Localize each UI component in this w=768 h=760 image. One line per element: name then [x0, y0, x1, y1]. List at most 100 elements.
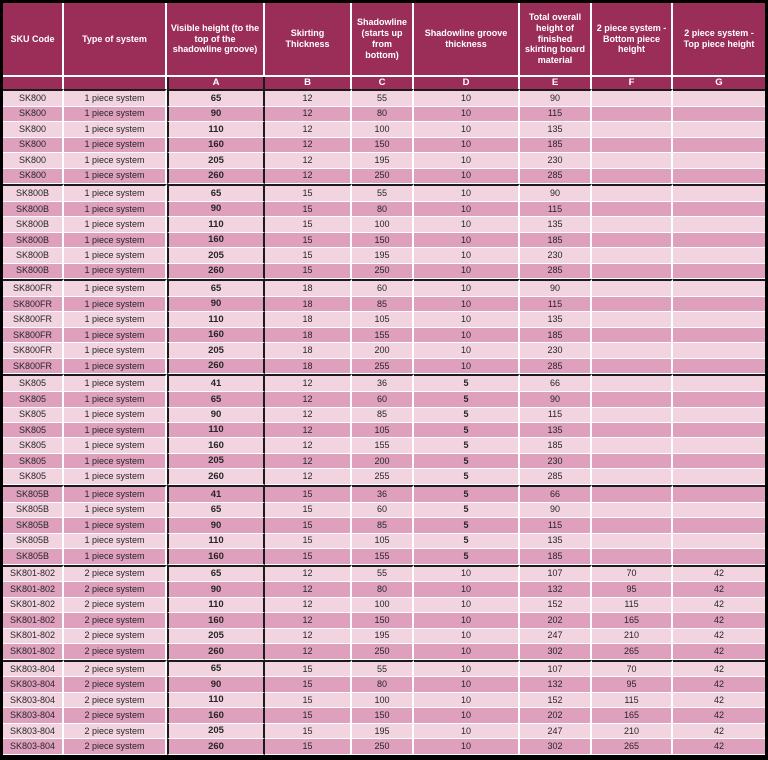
- cell: [673, 407, 765, 423]
- cell: 1 piece system: [64, 438, 167, 454]
- cell: [673, 374, 765, 393]
- cell: 12: [265, 89, 352, 107]
- cell: 202: [520, 708, 592, 724]
- cell: 115: [520, 407, 592, 423]
- cell: 2 piece system: [64, 692, 167, 709]
- cell: 10: [414, 106, 520, 123]
- cell: [592, 438, 673, 454]
- column-header-visible-height: Visible height (to the top of the shadow…: [167, 3, 265, 77]
- cell: 205: [167, 153, 265, 169]
- cell: [592, 502, 673, 519]
- cell: 135: [520, 122, 592, 138]
- cell: 160: [167, 613, 265, 629]
- cell: SK805: [3, 392, 64, 408]
- cell: SK805B: [3, 484, 64, 503]
- cell: 205: [167, 453, 265, 470]
- cell: 15: [265, 248, 352, 264]
- cell: 55: [352, 659, 414, 678]
- cell: 85: [352, 518, 414, 534]
- cell: 12: [265, 137, 352, 154]
- cell: 1 piece system: [64, 153, 167, 169]
- cell: SK805: [3, 407, 64, 423]
- cell: 70: [592, 659, 673, 678]
- cell: 10: [414, 343, 520, 359]
- table-frame: SKU Code Type of system Visible height (…: [3, 3, 765, 755]
- cell: 12: [265, 613, 352, 629]
- cell: 12: [265, 122, 352, 138]
- cell: 185: [520, 438, 592, 454]
- cell: 15: [265, 232, 352, 249]
- cell: [673, 296, 765, 313]
- cell: 1 piece system: [64, 168, 167, 185]
- cell: 5: [414, 502, 520, 519]
- cell: 115: [520, 296, 592, 313]
- cell: 185: [520, 327, 592, 344]
- cell: 1 piece system: [64, 122, 167, 138]
- column-letter-f: F: [592, 77, 673, 89]
- cell: 195: [352, 153, 414, 169]
- cell: 285: [520, 263, 592, 280]
- cell: 12: [265, 422, 352, 439]
- cell: 1 piece system: [64, 484, 167, 503]
- cell: 260: [167, 469, 265, 485]
- cell: [592, 122, 673, 138]
- cell: SK800FR: [3, 312, 64, 328]
- cell: 210: [592, 723, 673, 740]
- cell: 12: [265, 106, 352, 123]
- cell: 250: [352, 739, 414, 755]
- table-row: SK803-804 2 piece system 205 15 195 10 247 210 4…: [3, 723, 765, 740]
- cell: 1 piece system: [64, 201, 167, 218]
- cell: 10: [414, 122, 520, 138]
- cell: [673, 279, 765, 297]
- cell: 1 piece system: [64, 407, 167, 423]
- cell: 90: [167, 296, 265, 313]
- cell: SK800FR: [3, 279, 64, 297]
- cell: 135: [520, 312, 592, 328]
- cell: SK803-804: [3, 677, 64, 693]
- cell: SK800: [3, 153, 64, 169]
- cell: SK800: [3, 106, 64, 123]
- cell: SK805B: [3, 518, 64, 534]
- cell: 90: [167, 106, 265, 123]
- cell: SK800: [3, 89, 64, 107]
- column-letter-blank: [3, 77, 64, 89]
- cell: 65: [167, 564, 265, 583]
- cell: [592, 232, 673, 249]
- cell: 205: [167, 628, 265, 645]
- cell: SK800: [3, 122, 64, 138]
- cell: 160: [167, 708, 265, 724]
- cell: SK805B: [3, 549, 64, 565]
- cell: 110: [167, 533, 265, 550]
- cell: [673, 392, 765, 408]
- cell: [592, 106, 673, 123]
- table-row: SK805B 1 piece system 110 15 105 5 135: [3, 533, 765, 550]
- table-row: SK805 1 piece system 110 12 105 5 135: [3, 422, 765, 439]
- cell: [592, 518, 673, 534]
- cell: 15: [265, 484, 352, 503]
- cell: 12: [265, 153, 352, 169]
- cell: 265: [592, 739, 673, 755]
- cell: 230: [520, 248, 592, 264]
- cell: 90: [520, 392, 592, 408]
- cell: [673, 184, 765, 202]
- table-row: SK800 1 piece system 160 12 150 10 185: [3, 137, 765, 154]
- header-row: SKU Code Type of system Visible height (…: [3, 3, 765, 77]
- cell: [673, 484, 765, 503]
- cell: 115: [520, 106, 592, 123]
- cell: 42: [673, 708, 765, 724]
- cell: 10: [414, 263, 520, 280]
- cell: 155: [352, 327, 414, 344]
- cell: 36: [352, 374, 414, 393]
- cell: 1 piece system: [64, 184, 167, 202]
- cell: 65: [167, 659, 265, 678]
- cell: [592, 533, 673, 550]
- cell: 10: [414, 628, 520, 645]
- cell: 95: [592, 677, 673, 693]
- table-row: SK803-804 2 piece system 65 15 55 10 107 70 42: [3, 659, 765, 678]
- cell: 152: [520, 692, 592, 709]
- cell: 10: [414, 137, 520, 154]
- cell: 1 piece system: [64, 453, 167, 470]
- cell: [592, 484, 673, 503]
- cell: [673, 137, 765, 154]
- cell: 160: [167, 438, 265, 454]
